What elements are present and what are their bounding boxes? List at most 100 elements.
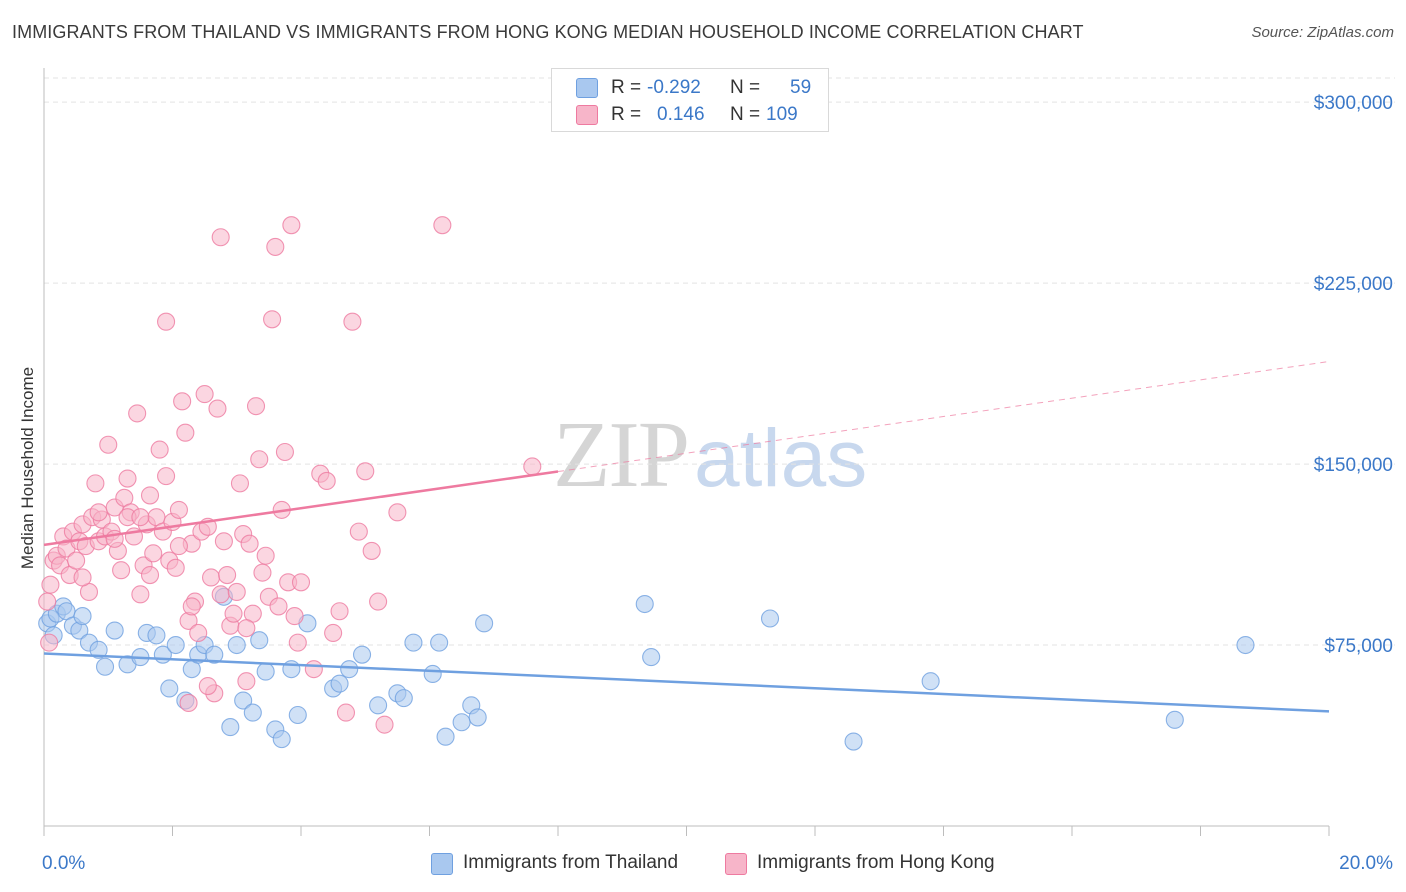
hongkong-point	[38, 592, 57, 611]
hongkong-point	[304, 660, 323, 679]
thailand-point	[423, 664, 442, 684]
hongkong-point	[336, 703, 356, 722]
hongkong-point	[250, 450, 269, 469]
hongkong-point	[275, 442, 294, 462]
hongkong-point	[282, 216, 301, 235]
thailand-point	[468, 708, 487, 727]
hongkong-point	[211, 585, 230, 604]
hongkong-point	[173, 392, 192, 411]
thailand-point	[436, 727, 455, 746]
hongkong-point	[195, 385, 214, 404]
thailand-point	[272, 730, 291, 749]
hongkong-point	[140, 566, 160, 585]
hongkong-point	[202, 568, 221, 587]
hongkong-point	[227, 582, 246, 601]
hongkong-point	[237, 619, 256, 638]
hongkong-point	[253, 563, 272, 582]
series-label-thailand: Immigrants from Thailand	[463, 852, 679, 873]
thailand-point	[844, 732, 863, 751]
hongkong-point	[157, 467, 176, 486]
hongkong-point	[144, 544, 163, 563]
hongkong-point	[166, 558, 185, 577]
hongkong-point	[218, 566, 237, 585]
thailand-point	[89, 640, 108, 659]
hongkong-point	[240, 534, 259, 553]
thailand-point	[369, 696, 388, 715]
thailand-point	[330, 674, 349, 693]
thailand-point	[234, 691, 253, 710]
thailand-point	[760, 609, 780, 628]
hongkong-point	[343, 312, 362, 331]
correlation-legend: R = -0.292 N = 59 R = 0.146 N = 109	[551, 68, 829, 132]
thailand-point	[1165, 710, 1184, 729]
legend-n-label: N =	[730, 77, 761, 98]
thailand-point	[73, 607, 92, 626]
thailand-trendline	[43, 652, 1330, 713]
legend-n-label: N =	[730, 104, 761, 125]
thailand-point	[250, 631, 269, 650]
thailand-point	[642, 648, 661, 667]
legend-row-hongkong: R = 0.146 N = 109	[552, 102, 828, 128]
series-legend: Immigrants from Thailand Immigrants from…	[0, 852, 1406, 878]
legend-r-label: R =	[611, 77, 642, 98]
legend-n-value: 59	[790, 77, 812, 98]
legend-swatch-thailand	[576, 78, 598, 98]
y-axis-label: Median Household Income	[18, 366, 37, 570]
hongkong-point	[208, 399, 227, 418]
hongkong-point	[169, 537, 188, 556]
hongkong-point	[131, 585, 150, 604]
y-tick-label: $150,000	[1314, 455, 1393, 476]
hongkong-point	[198, 677, 217, 696]
thailand-point	[921, 672, 940, 691]
legend-swatch-hongkong	[576, 105, 598, 125]
x-tick-label: 0.0%	[42, 853, 85, 874]
series-label-hongkong: Immigrants from Hong Kong	[757, 852, 995, 873]
hongkong-point	[256, 546, 275, 565]
legend-row-thailand: R = -0.292 N = 59	[552, 75, 828, 101]
hongkong-point	[67, 551, 86, 570]
hongkong-point	[237, 672, 256, 691]
y-tick-label: $300,000	[1314, 93, 1393, 114]
thailand-point	[221, 718, 240, 737]
legend-r-label: R =	[611, 104, 642, 125]
hongkong-point	[433, 216, 452, 235]
hongkong-point	[169, 500, 188, 519]
thailand-point	[352, 645, 372, 664]
hongkong-point	[214, 532, 233, 551]
hongkong-point	[40, 633, 59, 652]
hongkong-point	[317, 471, 336, 491]
watermark-zip: ZIP	[553, 403, 690, 507]
hongkong-point	[263, 310, 282, 329]
legend-n-value: 109	[766, 104, 798, 125]
hongkong-point	[349, 522, 368, 541]
hongkong-trendline	[43, 470, 559, 547]
x-tick-label: 20.0%	[1339, 853, 1393, 874]
thailand-point	[288, 705, 307, 725]
hongkong-point	[269, 597, 288, 616]
thailand-point	[147, 626, 166, 645]
thailand-point	[1236, 635, 1255, 655]
hongkong-point	[330, 602, 349, 621]
hongkong-point	[118, 469, 137, 488]
hongkong-point	[375, 715, 394, 734]
thailand-point	[404, 633, 423, 652]
chart-title: IMMIGRANTS FROM THAILAND VS IMMIGRANTS F…	[12, 22, 1084, 42]
hongkong-point	[266, 237, 285, 256]
hongkong-point	[89, 503, 108, 522]
y-tick-label: $225,000	[1314, 274, 1393, 295]
hongkong-point	[291, 573, 311, 592]
source-label: Source: ZipAtlas.com	[1251, 24, 1394, 41]
legend-r-value: 0.146	[657, 104, 705, 125]
hongkong-point	[211, 228, 230, 247]
hongkong-point	[224, 604, 243, 623]
hongkong-point	[157, 312, 176, 331]
hongkong-point	[112, 561, 131, 580]
thailand-point	[160, 679, 179, 698]
thailand-point	[105, 621, 124, 640]
thailand-point	[256, 662, 275, 681]
thailand-point	[95, 657, 115, 676]
hongkong-point	[388, 503, 407, 522]
hongkong-point	[150, 440, 169, 459]
hongkong-point	[176, 423, 195, 442]
